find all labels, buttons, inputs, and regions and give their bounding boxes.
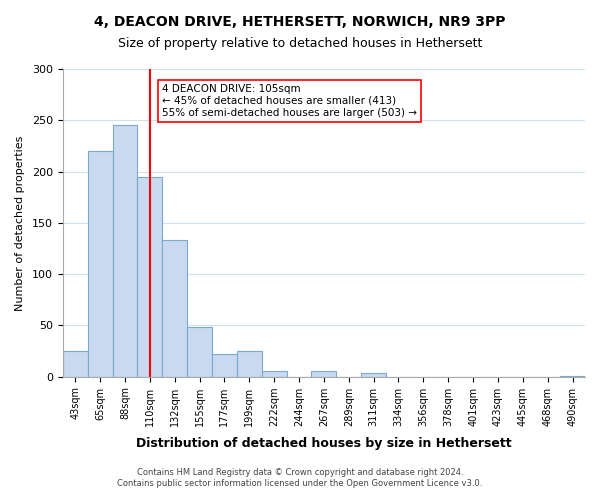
Bar [113,126,137,376]
Text: Contains HM Land Registry data © Crown copyright and database right 2024.
Contai: Contains HM Land Registry data © Crown c… [118,468,482,487]
Text: Size of property relative to detached houses in Hethersett: Size of property relative to detached ho… [118,38,482,51]
Text: 4 DEACON DRIVE: 105sqm
← 45% of detached houses are smaller (413)
55% of semi-de: 4 DEACON DRIVE: 105sqm ← 45% of detached… [162,84,417,117]
Bar [311,370,337,376]
Bar [88,151,113,376]
Bar [237,351,262,376]
Bar [361,372,386,376]
Text: 4, DEACON DRIVE, HETHERSETT, NORWICH, NR9 3PP: 4, DEACON DRIVE, HETHERSETT, NORWICH, NR… [94,15,506,29]
Bar [63,351,88,376]
Bar [137,176,162,376]
Bar [187,328,212,376]
Y-axis label: Number of detached properties: Number of detached properties [15,135,25,310]
X-axis label: Distribution of detached houses by size in Hethersett: Distribution of detached houses by size … [136,437,512,450]
Bar [212,354,237,376]
Bar [162,240,187,376]
Bar [262,370,287,376]
